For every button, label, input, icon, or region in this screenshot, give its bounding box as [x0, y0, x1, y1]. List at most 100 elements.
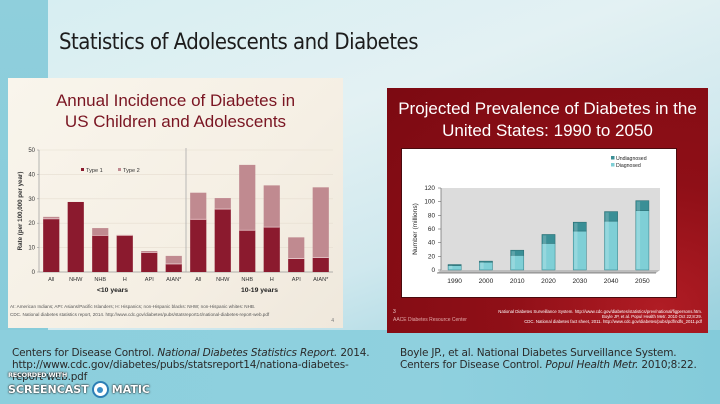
incidence-bar-type2 [214, 198, 231, 210]
prevalence-chart-title-line2: United States: 1990 to 2050 [442, 121, 653, 140]
incidence-x-tick-label: API [145, 277, 154, 283]
incidence-x-tick-label: H [270, 277, 274, 283]
incidence-bar-type2 [92, 228, 109, 236]
incidence-y-tick-label: 0 [32, 270, 36, 276]
prevalence-chart-panel: 0 20 40 60 80 100 120 Number (millions) 1990 2000… [401, 148, 677, 298]
prevalence-y-tick-label: 120 [424, 185, 435, 192]
incidence-x-tick-label: NHB [94, 277, 106, 283]
incidence-legend-swatch-type1 [81, 168, 84, 171]
prevalence-legend-swatch-undiagnosed [611, 156, 615, 160]
incidence-bar-type1 [165, 263, 182, 272]
prevalence-bar-highlight [636, 201, 641, 269]
incidence-y-tick-label: 20 [28, 221, 35, 227]
incidence-bar-type2 [165, 255, 182, 264]
incidence-bar-type1 [116, 235, 133, 272]
incidence-bar-type2 [190, 192, 207, 220]
prevalence-x-tick-label: 2000 [479, 278, 494, 285]
incidence-bar-type1 [239, 230, 256, 272]
incidence-chart-title: Annual Incidence of Diabetes in US Child… [8, 90, 343, 132]
incidence-bar-type1 [92, 235, 109, 272]
incidence-x-tick-label: AIAN* [313, 277, 329, 283]
prevalence-x-tick-label: 2040 [604, 278, 619, 285]
prevalence-bar-undiagnosed [479, 260, 493, 263]
prevalence-x-tick-label: 2030 [572, 278, 587, 285]
prevalence-brand: AACE Diabetes Resource Center [393, 317, 467, 323]
incidence-chart-title-line1: Annual Incidence of Diabetes in [55, 91, 296, 110]
incidence-x-tick-label: NHW [216, 277, 230, 283]
prevalence-bar-undiagnosed [447, 264, 462, 266]
incidence-y-axis-label: Rate (per 100,000 per year) [17, 172, 24, 251]
prevalence-chart-title-line1: Projected Prevalence of Diabetes in the [398, 99, 697, 118]
incidence-chart-image: Annual Incidence of Diabetes in US Child… [8, 78, 343, 328]
incidence-chart-page-number: 4 [331, 318, 334, 324]
left-reference: Centers for Disease Control. National Di… [12, 347, 370, 383]
watermark-recorded-label: RECORDED WITH [8, 371, 68, 379]
incidence-group-label: 10-19 years [241, 287, 278, 294]
left-reference-line1: Centers for Disease Control. National Di… [12, 347, 370, 359]
incidence-y-tick-label: 10 [28, 246, 35, 252]
prevalence-y-tick-label: 100 [424, 199, 435, 206]
prevalence-bar-undiagnosed [541, 234, 556, 244]
incidence-x-tick-label: API [292, 277, 301, 283]
prevalence-legend-label-undiagnosed: Undiagnosed [616, 156, 647, 162]
prevalence-bar-highlight [511, 251, 515, 269]
prevalence-chart-image: Projected Prevalence of Diabetes in the … [387, 88, 708, 333]
incidence-chart: 0 10 20 30 40 50 Rate (per 100,000 per year) Al… [17, 148, 333, 294]
incidence-bar-type1 [67, 201, 84, 272]
incidence-y-tick-label: 40 [28, 172, 35, 178]
incidence-bar-type1 [263, 227, 280, 272]
incidence-bar-type1 [43, 218, 60, 272]
prevalence-y-axis-label: Number (millions) [412, 203, 419, 255]
incidence-bar-type1 [288, 258, 305, 272]
prevalence-bar-undiagnosed [635, 200, 650, 211]
watermark-brand-b: MATIC [111, 383, 150, 396]
incidence-bar-type1 [312, 257, 329, 272]
incidence-bar-type1 [214, 209, 231, 272]
screencast-logo-icon [91, 381, 109, 398]
slide-title: Statistics of Adolescents and Diabetes [59, 30, 419, 55]
prevalence-bar-highlight [480, 262, 484, 269]
prevalence-x-tick-label: 2050 [635, 278, 650, 285]
incidence-bar-type2 [263, 185, 280, 228]
left-reference-line2: http://www.cdc.gov/diabetes/pubs/statsre… [12, 359, 349, 371]
prevalence-y-tick-label: 40 [428, 240, 436, 247]
incidence-bar-type1 [190, 219, 207, 272]
incidence-bar-type2 [288, 237, 305, 259]
incidence-x-tick-label: NHB [241, 277, 253, 283]
right-reference-org: Centers for Disease Control. [400, 359, 546, 371]
prevalence-bar-highlight [542, 235, 547, 269]
prevalence-bar-undiagnosed [510, 249, 525, 256]
right-reference-line1: Boyle JP., et al. National Diabetes Surv… [400, 347, 677, 359]
prevalence-y-tick-label: 20 [428, 253, 436, 260]
prevalence-x-tick-label: 2010 [510, 278, 525, 285]
incidence-legend-label-type1: Type 1 [86, 168, 103, 174]
left-reference-title: National Diabetes Statistics Report. [157, 347, 338, 359]
prevalence-x-tick-label: 1990 [447, 278, 462, 285]
right-reference-line2: Centers for Disease Control. Popul Healt… [400, 359, 697, 371]
prevalence-y-tick-label: 60 [428, 226, 436, 233]
prevalence-legend-swatch-diagnosed [611, 163, 615, 167]
incidence-bar-type2 [43, 216, 60, 219]
prevalence-ref-1: National Diabetes Surveillance System. h… [498, 309, 702, 314]
prevalence-ref-2: Boyle JP, et al. Popul Health Metr. 2010… [601, 314, 702, 319]
incidence-chart-title-line2: US Children and Adolescents [64, 112, 287, 131]
prevalence-bar-undiagnosed [604, 211, 618, 222]
slide-bottom-band [0, 330, 720, 404]
prevalence-legend-label-diagnosed: Diagnosed [616, 163, 641, 169]
incidence-x-tick-label: All [48, 277, 54, 283]
incidence-group-label: <10 years [97, 287, 128, 294]
left-reference-year: 2014. [337, 347, 370, 359]
incidence-legend-swatch-type2 [118, 168, 121, 171]
watermark-brand-a: SCREENCAST [8, 383, 89, 396]
prevalence-y-tick-label: 0 [431, 267, 435, 274]
incidence-bar-type2 [141, 251, 158, 253]
prevalence-x-tick-label: 2020 [541, 278, 556, 285]
incidence-bar-type2 [239, 164, 256, 231]
prevalence-chart-title: Projected Prevalence of Diabetes in the … [387, 98, 708, 142]
prevalence-bar-undiagnosed [572, 221, 587, 232]
incidence-chart-footnote-source: CDC. National diabetes statistics report… [10, 312, 270, 317]
incidence-y-tick-label: 50 [28, 148, 35, 154]
right-reference-citation: 2010;8:22. [638, 359, 697, 371]
incidence-bar-type1 [141, 252, 158, 272]
